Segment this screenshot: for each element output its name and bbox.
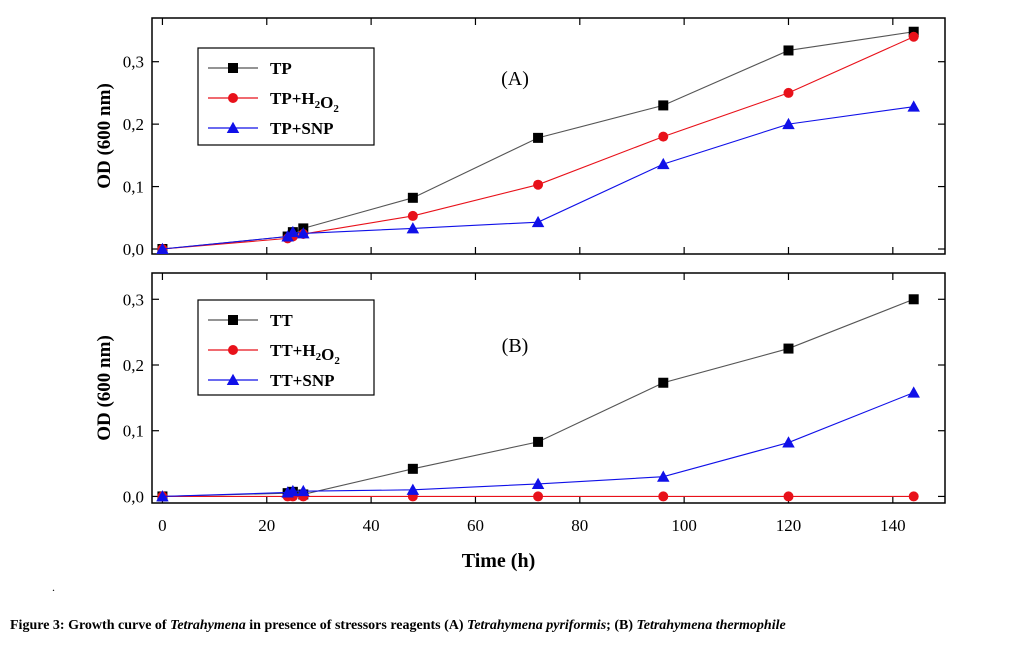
data-point-b-0 — [658, 377, 669, 388]
data-point-a-1 — [908, 31, 919, 42]
legend-label-a-2: TP+SNP — [270, 119, 334, 138]
data-point-b-1 — [658, 491, 669, 502]
data-point-b-1 — [533, 491, 544, 502]
data-point-a-2 — [286, 225, 300, 238]
x-axis-label: Time (h) — [462, 550, 536, 572]
caption-part-5: ; (B) — [606, 618, 637, 633]
panel-label-b: (B) — [502, 335, 529, 357]
data-point-b-1 — [783, 491, 794, 502]
legend-label-b-2: TT+SNP — [270, 371, 334, 390]
y-axis-label-b: OD (600 nm) — [94, 335, 115, 441]
data-point-b-0 — [908, 294, 919, 305]
caption-part-6: Tetrahymena thermophile — [636, 618, 786, 633]
legend-marker-a — [228, 63, 238, 73]
figure-caption: Figure 3: Growth curve of Tetrahymena in… — [10, 618, 1020, 634]
legend-label-b-1: TT+H2O2 — [270, 341, 340, 367]
data-point-b-1 — [908, 491, 919, 502]
data-point-a-0 — [658, 100, 669, 111]
panel-a: 0,0 0,1 0,2 0,3 OD (600 nm) (A) TP TP+H2O2 TP+SN… — [94, 17, 946, 259]
data-point-a-1 — [783, 87, 794, 98]
legend-label-b-0: TT — [270, 311, 293, 330]
y-tick-label-a: 0,2 — [123, 115, 144, 134]
x-tick-label-b: 60 — [467, 516, 484, 535]
caption-part-2: Tetrahymena — [170, 618, 246, 633]
data-point-a-0 — [533, 132, 544, 143]
data-point-b-2 — [286, 484, 300, 497]
data-point-a-2 — [297, 227, 310, 239]
legend-box-b — [197, 299, 375, 396]
y-axis-label-a: OD (600 nm) — [94, 83, 115, 189]
data-point-b-2 — [406, 483, 420, 495]
legend-marker-b — [228, 315, 238, 325]
data-point-a-2 — [531, 215, 545, 228]
x-tick-label-b: 100 — [671, 516, 697, 535]
legend-marker-b — [228, 345, 238, 355]
data-point-a-2 — [782, 117, 795, 130]
panel-b: 0,0 0,1 0,2 0,3 0 20 40 60 80 100 120 140 OD (600 nm… — [94, 272, 946, 572]
y-tick-label-b: 0,0 — [123, 487, 144, 506]
data-point-b-2 — [531, 477, 545, 489]
data-point-a-0 — [783, 45, 794, 56]
series-b-2 — [156, 386, 920, 502]
data-point-b-2 — [156, 490, 169, 502]
data-point-b-2 — [907, 386, 920, 398]
y-tick-label-b: 0,1 — [123, 422, 144, 441]
data-point-a-1 — [533, 179, 544, 190]
x-tick-label-b: 20 — [258, 516, 275, 535]
plot-frame-b — [151, 272, 946, 504]
data-point-a-2 — [406, 222, 420, 234]
data-point-b-2 — [657, 470, 670, 482]
caption-part-3: in presence of stressors reagents (A) — [245, 618, 468, 633]
data-point-b-0 — [407, 463, 418, 474]
plot-frame-a — [151, 17, 946, 255]
x-tick-label-b: 120 — [776, 516, 802, 535]
data-point-b-0 — [533, 436, 544, 447]
legend-a: TP TP+H2O2 TP+SNP — [197, 47, 375, 146]
data-point-b-2 — [297, 484, 310, 497]
data-point-b-0 — [783, 343, 794, 354]
x-tick-label-b: 40 — [363, 516, 380, 535]
figure: 0,0 0,1 0,2 0,3 OD (600 nm) (A) TP TP+H2O2 TP+SN… — [94, 17, 946, 572]
stray-dot: . — [52, 580, 55, 594]
x-tick-label-b: 80 — [571, 516, 588, 535]
x-tick-label-b: 140 — [880, 516, 906, 535]
data-point-a-1 — [407, 210, 418, 221]
legend-box-a — [197, 47, 375, 146]
data-point-a-2 — [156, 242, 169, 255]
legend-marker-a — [226, 121, 240, 133]
data-point-a-1 — [658, 131, 669, 142]
y-tick-label-a: 0,0 — [123, 240, 144, 259]
data-point-a-0 — [407, 192, 418, 203]
caption-part-1: Figure 3: Growth curve of — [10, 618, 171, 633]
panel-label-a: (A) — [501, 68, 529, 90]
data-point-a-2 — [657, 157, 670, 170]
x-tick-label-b: 0 — [158, 516, 167, 535]
legend-b: TT TT+H2O2 TT+SNP — [197, 299, 375, 396]
data-point-b-2 — [782, 436, 795, 448]
data-point-a-2 — [907, 100, 920, 112]
legend-marker-a — [228, 93, 238, 103]
legend-marker-b — [226, 373, 240, 385]
caption-part-4: Tetrahymena pyriformis — [467, 618, 607, 633]
y-tick-label-a: 0,1 — [123, 178, 144, 197]
y-tick-label-b: 0,2 — [123, 356, 144, 375]
legend-label-a-1: TP+H2O2 — [270, 89, 339, 115]
series-a-2 — [156, 100, 920, 255]
legend-label-a-0: TP — [270, 59, 292, 78]
y-tick-label-b: 0,3 — [123, 290, 144, 309]
y-tick-label-a: 0,3 — [123, 53, 144, 72]
